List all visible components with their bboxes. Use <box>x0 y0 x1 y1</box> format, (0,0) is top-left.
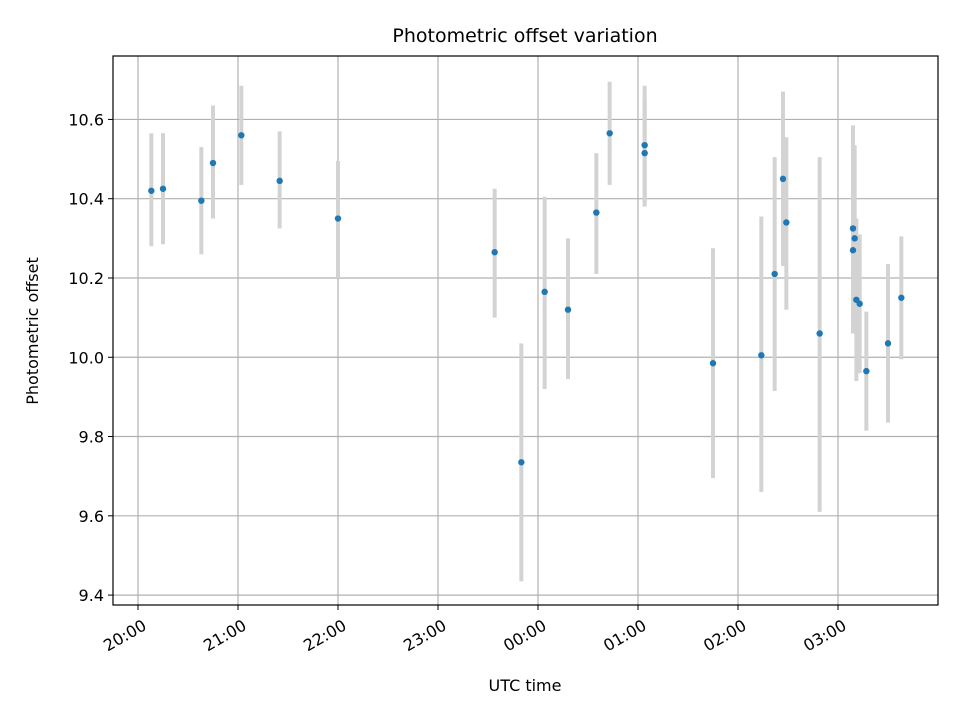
data-point <box>771 270 778 278</box>
data-point <box>779 175 787 183</box>
data-point <box>541 288 548 296</box>
data-point <box>491 249 498 256</box>
chart-title: Photometric offset variation <box>392 25 657 47</box>
data-point <box>238 132 245 139</box>
data-point <box>593 209 600 216</box>
data-point <box>334 215 342 222</box>
data-point <box>518 459 525 466</box>
x-tick-label: 02:00 <box>700 616 749 656</box>
data-point <box>898 294 905 301</box>
x-axis-ticks: 20:00 21:00 22:00 23:00 00:00 01:00 02:00 03:00 <box>100 605 850 656</box>
data-point <box>816 330 823 337</box>
y-tick-label: 9.8 <box>79 428 104 447</box>
data-point <box>641 149 648 157</box>
error-bars <box>149 81 904 582</box>
data-point <box>276 177 283 185</box>
x-tick-label: 00:00 <box>500 616 549 656</box>
y-tick-label: 9.6 <box>79 507 104 526</box>
data-point <box>849 225 857 232</box>
data-point <box>606 130 613 137</box>
data-point <box>863 367 870 375</box>
data-point <box>709 360 717 367</box>
x-tick-label: 03:00 <box>800 616 849 656</box>
y-axis-ticks: 9.4 9.6 9.8 10.0 10.2 10.4 10.6 <box>68 110 113 605</box>
y-tick-label: 9.4 <box>79 586 104 605</box>
data-point <box>851 235 858 242</box>
data-point <box>159 185 167 192</box>
y-tick-label: 10.2 <box>68 269 104 288</box>
data-point <box>856 300 863 307</box>
y-tick-label: 10.6 <box>68 110 104 129</box>
data-points <box>148 130 905 466</box>
y-tick-label: 10.4 <box>68 190 104 209</box>
x-tick-label: 22:00 <box>300 616 349 656</box>
data-point <box>884 340 892 347</box>
data-point <box>209 159 217 167</box>
x-tick-label: 23:00 <box>400 616 449 656</box>
x-axis-label: UTC time <box>489 676 562 695</box>
x-tick-label: 01:00 <box>600 616 649 656</box>
y-tick-label: 10.0 <box>68 348 104 367</box>
x-tick-label: 21:00 <box>200 616 249 656</box>
data-point <box>783 219 790 226</box>
x-tick-label: 20:00 <box>100 616 149 656</box>
data-point <box>641 141 648 149</box>
y-axis-label: Photometric offset <box>23 257 42 405</box>
data-point <box>758 352 765 359</box>
data-point <box>564 306 572 313</box>
data-point <box>148 187 155 194</box>
grid <box>113 56 938 605</box>
data-point <box>849 247 857 254</box>
plot-frame <box>112 55 939 606</box>
data-point <box>198 197 205 204</box>
